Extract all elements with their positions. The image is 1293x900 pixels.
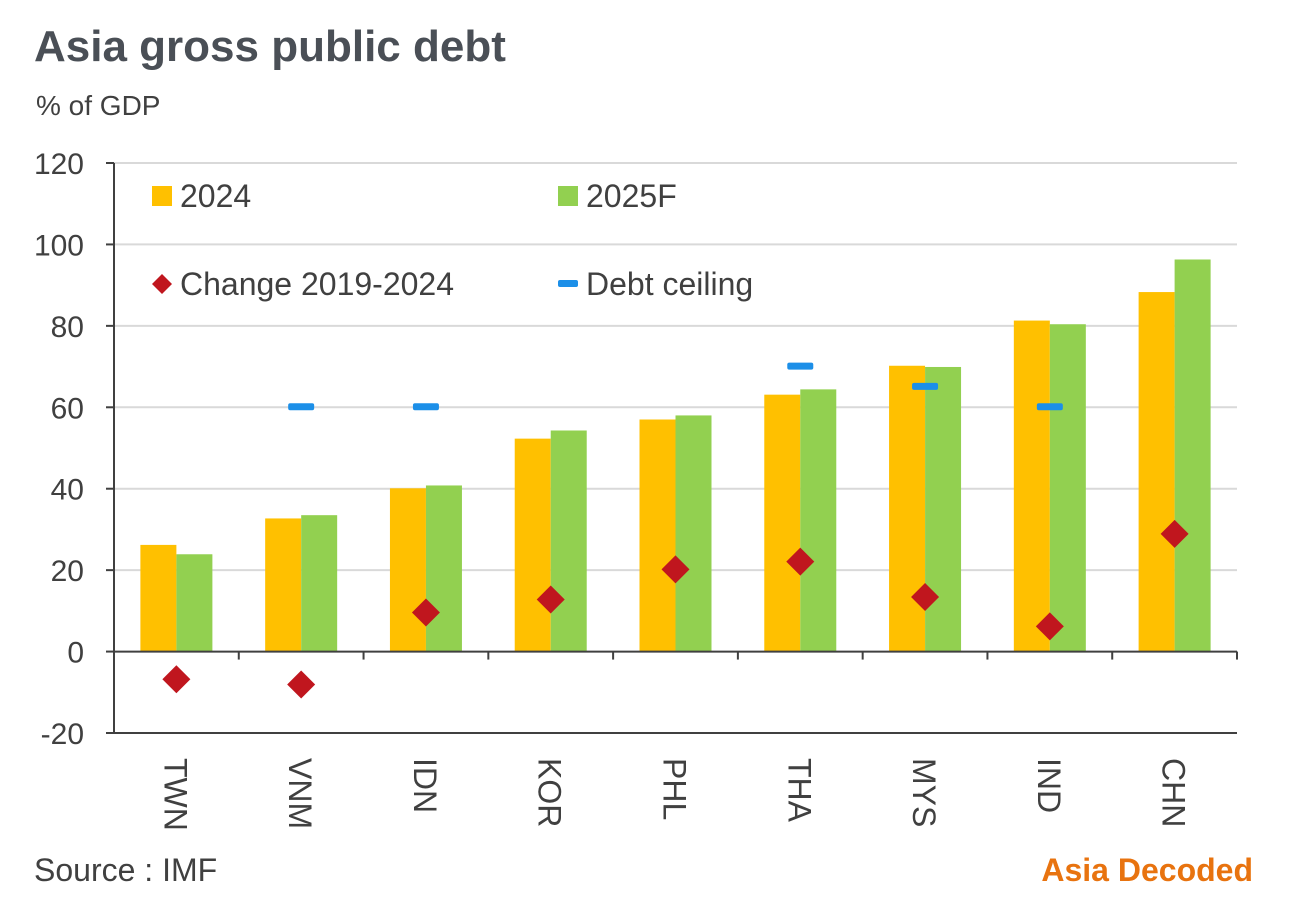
legend: 2024 2025F Change 2019-2024 Debt ceiling [152,178,753,302]
change-marker-PHL [661,555,690,584]
legend-label: 2025F [586,178,677,214]
bar-2025F-IDN [425,485,462,652]
y-tick-label: 120 [34,148,84,181]
x-tick-label: IND [1031,758,1067,813]
y-tick-label: 0 [67,637,84,670]
change-marker-KOR [536,585,565,614]
bar-2024-KOR [514,438,551,652]
bar-2025F-THA [800,389,837,652]
ceiling-marker-VNM [288,403,315,411]
change-marker-MYS [911,583,940,612]
change-marker-IDN [411,598,440,627]
legend-label: Debt ceiling [586,266,753,302]
ceiling-marker-IND [1036,403,1063,411]
bar-2025F-IND [1049,324,1086,652]
legend-swatch-2024 [152,186,172,206]
chart-title: Asia gross public debt [34,22,506,71]
y-tick-label: 100 [34,229,84,262]
x-tick-label: PHL [657,758,693,820]
x-tick-label: TWN [157,758,193,831]
brand-label: Asia Decoded [1041,852,1253,888]
y-tick-label: 60 [51,392,84,425]
axes: -20 0 20 40 60 80 100 120 TWN VNM IDN KOR PHL THA MYS I… [34,148,1238,831]
ceiling-marker-MYS [912,382,939,390]
y-tick-label: -20 [41,718,84,751]
bar-2025F-VNM [301,515,338,652]
x-tick-label: THA [781,758,817,823]
y-tick-label: 20 [51,555,84,588]
bar-2024-PHL [639,419,676,652]
change-marker-IND [1035,612,1064,641]
change-marker-TWN [162,665,191,694]
y-tick-label: 40 [51,474,84,507]
ceiling-marker-THA [787,362,814,370]
markers [162,362,1189,699]
bars [140,259,1211,652]
bar-2024-CHN [1138,292,1175,652]
bar-2024-IDN [389,488,426,652]
change-marker-THA [786,547,815,576]
bar-2024-VNM [265,518,302,652]
bar-2025F-TWN [176,554,213,652]
x-tick-label: CHN [1156,758,1192,827]
bar-2024-THA [764,394,801,652]
x-tick-label: VNM [282,758,318,829]
change-marker-VNM [287,670,316,699]
bar-2025F-MYS [925,366,962,652]
source-note: Source : IMF [34,852,218,888]
x-tick-label: KOR [532,758,568,827]
unit-label: % of GDP [36,90,161,121]
bar-2025F-CHN [1174,259,1211,652]
x-tick-label: MYS [906,758,942,827]
legend-label: 2024 [180,178,251,214]
y-tick-label: 80 [51,311,84,344]
bar-2024-TWN [140,544,177,652]
ceiling-marker-IDN [412,403,439,411]
legend-swatch-ceiling [558,280,578,287]
change-marker-CHN [1160,519,1189,548]
legend-swatch-change [152,274,172,294]
bar-2024-MYS [889,365,926,652]
legend-label: Change 2019-2024 [180,266,454,302]
bar-2025F-KOR [550,430,587,652]
bar-2024-IND [1013,320,1050,652]
bar-2025F-PHL [675,415,712,652]
x-tick-label: IDN [407,758,443,813]
legend-swatch-2025F [558,186,578,206]
